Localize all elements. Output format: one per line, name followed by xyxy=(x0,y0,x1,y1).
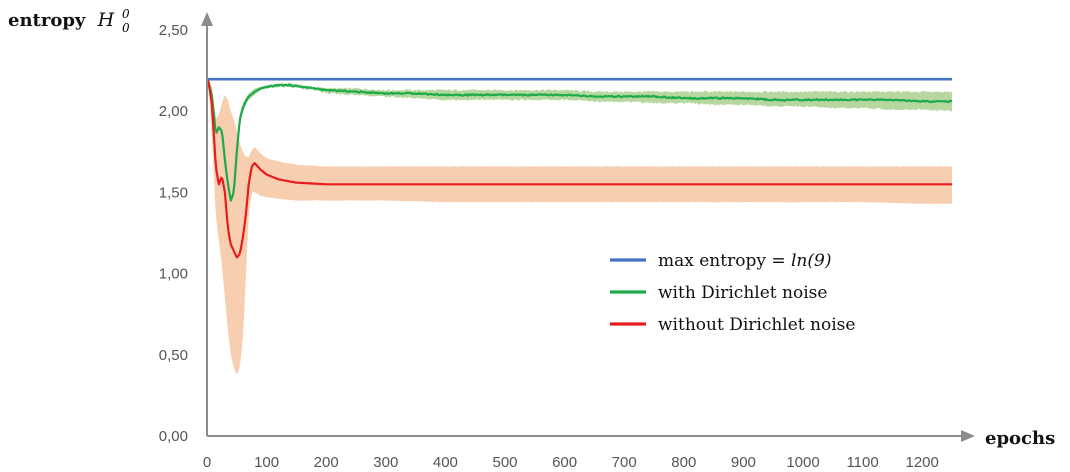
x-tick-label: 500 xyxy=(492,454,517,471)
x-tick-label: 200 xyxy=(314,454,339,471)
x-tick-label: 700 xyxy=(612,454,637,471)
y-axis-arrow xyxy=(201,12,213,26)
y-axis-title: entropy H xyxy=(8,9,115,31)
y-tick-label: 2,50 xyxy=(159,22,188,39)
x-tick-label: 400 xyxy=(433,454,458,471)
x-tick-label: 1100 xyxy=(846,454,878,471)
x-tick-label: 1200 xyxy=(906,454,939,471)
y-tick-label: 0,50 xyxy=(159,347,188,364)
x-axis-title: epochs xyxy=(985,428,1055,449)
series-line-without-noise xyxy=(207,80,952,259)
x-axis-arrow xyxy=(961,430,975,442)
x-tick-label: 900 xyxy=(731,454,756,471)
legend-entry: max entropy = ln(9) xyxy=(658,251,831,271)
x-tick-label: 600 xyxy=(552,454,577,471)
x-tick-label: 300 xyxy=(373,454,398,471)
series-lines xyxy=(207,77,953,259)
y-tick-label: 0,00 xyxy=(159,428,188,445)
series-line-with-noise xyxy=(207,80,953,202)
y-tick-label: 1,50 xyxy=(159,184,188,201)
y-tick-label: 1,00 xyxy=(159,266,188,283)
x-tick-label: 1000 xyxy=(786,454,819,471)
x-tick-label: 100 xyxy=(254,454,279,471)
y-axis-title-text: entropy xyxy=(8,10,86,31)
x-tick-label: 800 xyxy=(671,454,696,471)
x-tick-label: 0 xyxy=(203,454,211,471)
y-axis-title-symbol: H xyxy=(97,9,115,31)
axes xyxy=(201,12,975,442)
confidence-bands xyxy=(208,80,952,375)
y-tick-label: 2,00 xyxy=(159,103,188,120)
legend-entry: with Dirichlet noise xyxy=(658,283,827,303)
y-axis-title-superscript: 0 xyxy=(122,7,130,21)
legend: max entropy = ln(9) with Dirichlet noise w… xyxy=(610,251,855,335)
x-tick-labels: 0 100 200 300 400 500 600 700 800 900 1000 1100 1200 xyxy=(203,454,939,471)
y-axis-title-subscript: 0 xyxy=(122,21,130,35)
legend-entry: without Dirichlet noise xyxy=(658,315,855,335)
y-tick-labels: 0,00 0,50 1,00 1,50 2,00 2,50 xyxy=(159,22,188,445)
confidence-band-with-noise xyxy=(208,80,952,206)
